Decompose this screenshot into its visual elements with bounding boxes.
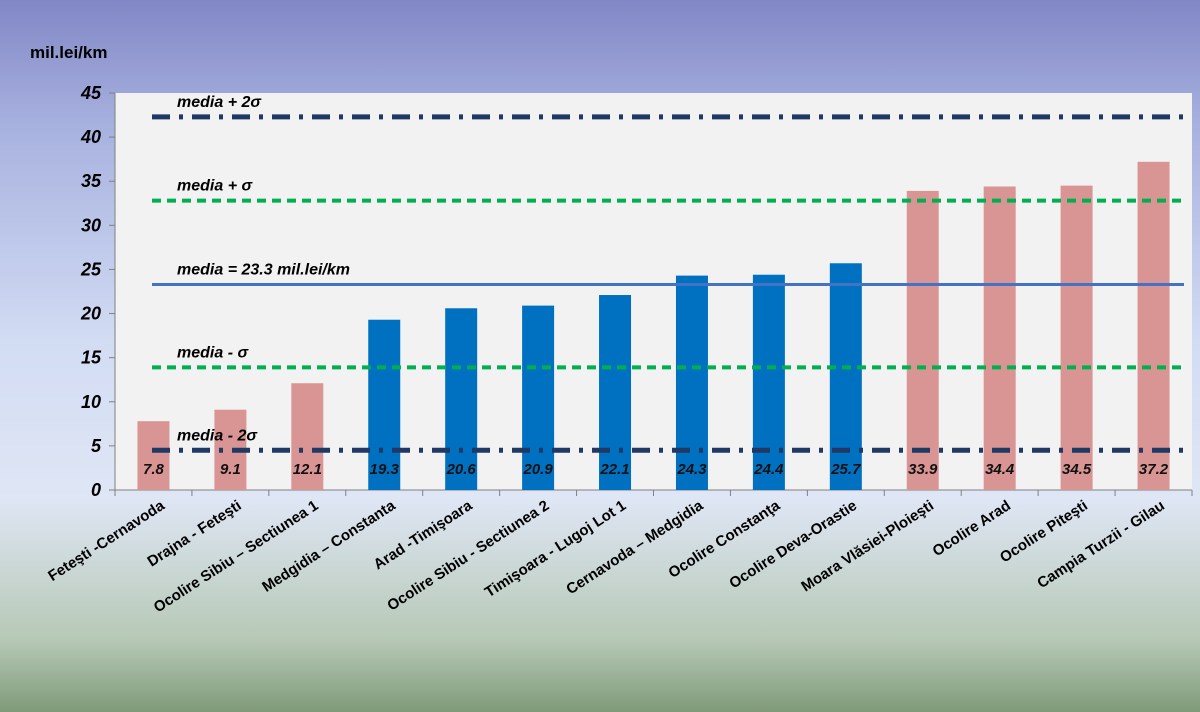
data-label: 9.1 — [220, 461, 241, 478]
data-label: 25.7 — [830, 461, 861, 478]
y-tick-label: 40 — [80, 127, 101, 147]
data-label: 34.5 — [1062, 461, 1092, 478]
y-tick-label: 35 — [81, 171, 102, 191]
bar — [368, 319, 401, 490]
bar — [1137, 161, 1170, 490]
data-label: 22.1 — [599, 461, 629, 478]
y-tick-label: 15 — [81, 348, 102, 368]
data-label: 34.4 — [985, 461, 1015, 478]
y-tick-label: 45 — [80, 83, 102, 103]
data-label: 37.2 — [1139, 461, 1169, 478]
reference-line-label: media = 23.3 mil.lei/km — [177, 261, 350, 278]
data-label: 20.6 — [446, 461, 477, 478]
y-tick-label: 10 — [81, 392, 101, 412]
y-axis-unit-label: mil.lei/km — [30, 43, 108, 62]
bar — [1060, 185, 1093, 490]
plot-area — [115, 93, 1192, 490]
y-tick-label: 5 — [91, 436, 102, 456]
bar — [752, 274, 785, 490]
data-label: 20.9 — [523, 461, 554, 478]
data-label: 24.4 — [753, 461, 784, 478]
bar — [445, 308, 478, 490]
bar — [829, 263, 862, 490]
data-label: 33.9 — [908, 461, 938, 478]
data-label: 24.3 — [676, 461, 707, 478]
x-tick-label: Ocolire Deva-Orastie — [726, 497, 860, 592]
reference-line-label: media + σ — [177, 178, 253, 195]
bar — [983, 186, 1016, 490]
bar — [522, 305, 555, 490]
bar — [675, 275, 708, 490]
x-tick-label: Feteşti -Cernavoda — [45, 497, 168, 585]
bar — [906, 190, 939, 490]
bar — [137, 421, 170, 490]
x-tick-label: Cernavoda – Medgidia — [563, 497, 706, 598]
y-tick-label: 0 — [91, 480, 101, 500]
x-tick-label: Medgidia – Constanta — [259, 497, 399, 596]
reference-line-label: media - 2σ — [177, 427, 258, 444]
x-tick-label: Timişoara - Lugoj Lot 1 — [482, 497, 629, 601]
y-tick-label: 20 — [80, 304, 101, 324]
reference-line-label: media - σ — [177, 344, 249, 361]
y-tick-label: 25 — [80, 259, 102, 279]
data-label: 12.1 — [293, 461, 322, 478]
x-tick-label: Campia Turzii - Gilau — [1034, 497, 1167, 592]
y-tick-label: 30 — [81, 215, 101, 235]
x-tick-label: Moara Vlăsiei-Ploieşti — [798, 497, 937, 595]
bar — [291, 383, 324, 490]
bar — [599, 295, 632, 490]
data-label: 19.3 — [370, 461, 400, 478]
data-label: 7.8 — [143, 461, 165, 478]
reference-line-label: media + 2σ — [177, 94, 262, 111]
